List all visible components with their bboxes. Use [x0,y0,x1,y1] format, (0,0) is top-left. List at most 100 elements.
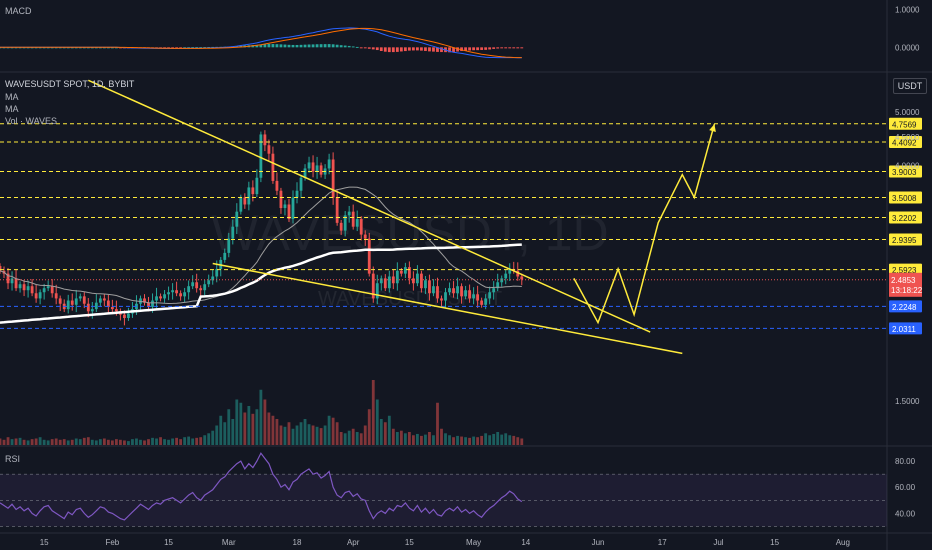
candle [70,300,74,305]
volume-bar [387,415,391,445]
volume-bar [147,439,150,445]
candle [179,293,183,297]
macd-histogram-bar [331,44,335,48]
candle [472,294,476,299]
ma-fast-legend[interactable]: MA [5,92,19,102]
volume-bar [203,435,207,445]
candle [251,187,255,195]
volume-bar [167,439,170,445]
volume-bar [10,439,14,445]
candle [448,288,451,293]
candle [42,288,46,293]
macd-histogram-bar [407,47,411,51]
volume-bar [159,437,162,445]
volume-bar [359,433,363,445]
macd-histogram-bar [287,44,291,48]
macd-histogram-bar [335,44,339,48]
candle [476,294,480,301]
candle [207,280,211,285]
price-axis-tick: 4.0000 [895,161,920,170]
macd-histogram-bar [323,44,327,48]
volume-bar [255,409,259,445]
candle [239,197,243,212]
macd-axis-tick: 1.0000 [895,6,920,15]
symbol-title[interactable]: WAVESUSDT SPOT, 1D, BYBIT [5,79,135,89]
macd-histogram-bar [375,47,379,51]
candle [383,278,387,289]
volume-bar [94,440,98,445]
candle [307,162,311,169]
volume-bar [127,441,130,445]
volume-bar [363,425,367,445]
volume-bar [42,439,46,445]
volume-bar [199,437,203,445]
macd-histogram-bar [416,47,419,51]
volume-bar [399,430,403,445]
candle [416,273,419,284]
currency-button[interactable]: USDT [893,78,927,94]
volume-bar [106,439,110,445]
level-label: 3.5008 [892,194,917,203]
volume-bar [403,433,407,445]
macd-histogram-bar [355,46,359,48]
volume-bar [323,425,327,445]
candle [34,293,38,299]
macd-histogram-bar [14,47,18,49]
candle [123,314,126,319]
macd-indicator-title[interactable]: MACD [5,6,32,16]
macd-pane: 1.0000 0.0000 [0,6,920,59]
macd-histogram-bar [460,47,463,51]
volume-bar [468,437,471,445]
volume-bar [22,439,26,445]
volume-bar [436,402,439,445]
macd-histogram-bar [468,47,471,51]
candle [508,268,512,274]
volume-legend[interactable]: Vol · WAVES [5,116,58,126]
level-label: 2.2248 [892,303,917,312]
candle [484,298,488,305]
volume-bar [46,440,50,445]
volume-bar [476,437,480,445]
macd-histogram-bar [492,47,496,49]
macd-histogram-bar [315,44,319,48]
volume-bar [287,422,291,445]
candle [428,280,431,294]
ma-slow-legend[interactable]: MA [5,104,19,114]
volume-bar [2,439,6,445]
candle [74,298,78,305]
macd-histogram-bar [66,47,70,49]
candle [432,286,435,294]
rsi-indicator-title[interactable]: RSI [5,454,21,464]
candle [355,219,359,227]
candle [420,273,423,289]
watermark-exchange: WAVESUSDT SPOT [318,288,502,310]
volume-bar [488,435,492,445]
projection-arrowhead [709,124,716,132]
candle [106,300,110,307]
level-tag [889,233,922,246]
volume-bar [231,419,235,445]
volume-bar [319,428,323,445]
macd-histogram-bar [114,47,118,49]
candles [0,130,524,326]
macd-histogram-bar [496,47,500,49]
macd-histogram-bar [520,47,524,49]
volume-bar [283,426,287,445]
candle [335,197,339,223]
volume-bar [416,433,419,445]
macd-histogram-bar [187,47,191,49]
volume-bar [464,437,467,445]
level-tag [889,211,922,224]
projection-path [573,123,716,325]
volume-bars [0,380,524,445]
macd-histogram-bar [303,44,307,48]
volume-bar [355,432,359,445]
macd-histogram-bar [472,47,476,51]
rsi-pane: 80.00 60.00 40.00 [0,452,916,527]
volume-bar [299,422,303,445]
macd-histogram-bar [383,47,387,52]
candle [199,288,203,291]
candle [395,270,399,284]
